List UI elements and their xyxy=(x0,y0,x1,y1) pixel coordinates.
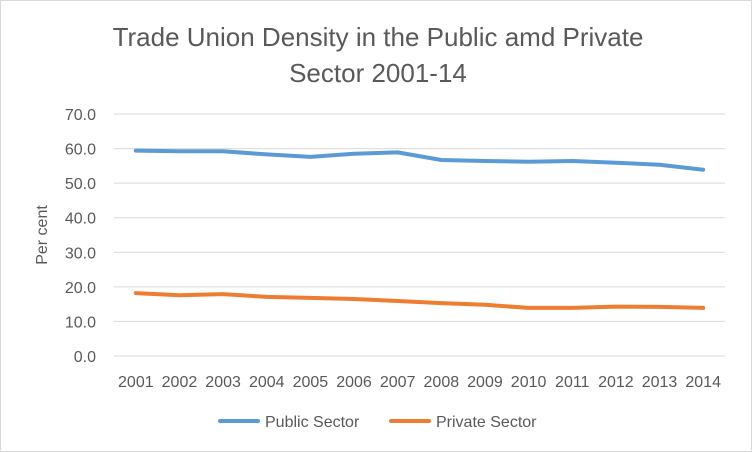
x-tick-label: 2013 xyxy=(642,374,678,391)
y-tick-label: 60.0 xyxy=(65,142,96,159)
series-lines xyxy=(133,148,706,310)
chart-title-line-1: Trade Union Density in the Public amd Pr… xyxy=(113,22,644,52)
x-axis-ticks: 2001 2002 2003 2004 2005 2006 2007 2008 2009 2010… xyxy=(118,374,721,391)
x-tick-label: 2012 xyxy=(598,374,634,391)
legend: Public Sector Private Sector xyxy=(218,414,537,431)
x-tick-label: 2003 xyxy=(205,374,241,391)
legend-label: Public Sector xyxy=(265,414,360,431)
y-axis-ticks: 0.0 10.0 20.0 30.0 40.0 50.0 60.0 70.0 xyxy=(65,107,96,366)
x-tick-label: 2014 xyxy=(685,374,721,391)
y-tick-label: 20.0 xyxy=(65,280,96,297)
x-tick-label: 2001 xyxy=(118,374,154,391)
y-tick-label: 70.0 xyxy=(65,107,96,124)
x-tick-label: 2004 xyxy=(249,374,285,391)
y-tick-label: 30.0 xyxy=(65,245,96,262)
x-tick-label: 2011 xyxy=(555,374,590,391)
y-tick-label: 10.0 xyxy=(65,314,96,331)
x-tick-label: 2008 xyxy=(424,374,460,391)
x-tick-label: 2010 xyxy=(511,374,547,391)
chart-title-line-2: Sector 2001-14 xyxy=(289,58,467,88)
x-tick-label: 2007 xyxy=(380,374,416,391)
x-tick-label: 2002 xyxy=(162,374,198,391)
y-axis-title: Per cent xyxy=(34,205,51,265)
y-tick-label: 0.0 xyxy=(74,349,96,366)
y-tick-label: 50.0 xyxy=(65,176,96,193)
y-tick-label: 40.0 xyxy=(65,211,96,228)
x-tick-label: 2006 xyxy=(336,374,372,391)
legend-label: Private Sector xyxy=(436,414,537,431)
x-tick-label: 2009 xyxy=(467,374,503,391)
series-line-public-sector xyxy=(133,148,706,172)
legend-item-public-sector: Public Sector xyxy=(218,414,360,431)
x-tick-label: 2005 xyxy=(293,374,329,391)
legend-item-private-sector: Private Sector xyxy=(389,414,537,431)
gridlines xyxy=(114,113,725,357)
series-line-private-sector xyxy=(133,291,706,310)
